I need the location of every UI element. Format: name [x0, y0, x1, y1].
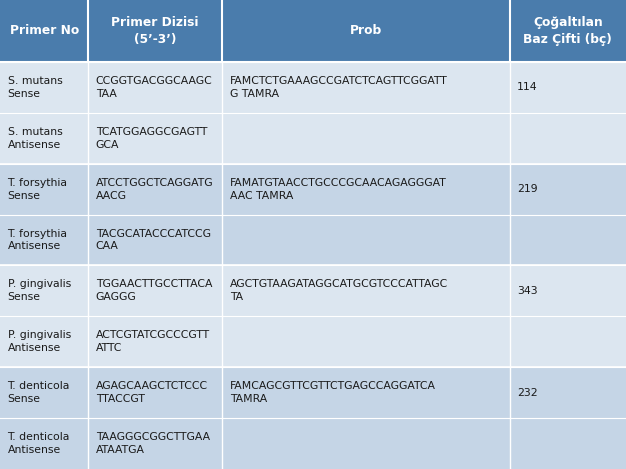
Bar: [0, 164, 88, 215]
Bar: [0, 367, 88, 418]
Text: T. forsythia
Sense: T. forsythia Sense: [8, 178, 68, 201]
Text: Çoğaltılan
Baz Çifti (bç): Çoğaltılan Baz Çifti (bç): [523, 16, 612, 45]
Bar: [0, 317, 626, 367]
Bar: [222, 215, 510, 265]
Bar: [510, 113, 626, 164]
Text: FAMCAGCGTTCGTTCTGAGCCAGGATCA
TAMRA: FAMCAGCGTTCGTTCTGAGCCAGGATCA TAMRA: [230, 381, 436, 404]
Bar: [222, 418, 510, 469]
Bar: [222, 113, 510, 164]
Text: AGCTGTAAGATAGGCATGCGTCCCATTAGC
TA: AGCTGTAAGATAGGCATGCGTCCCATTAGC TA: [230, 280, 448, 303]
Bar: [0, 367, 626, 418]
Text: FAMCTCTGAAAGCCGATCTCAGTTCGGATT
G TAMRA: FAMCTCTGAAAGCCGATCTCAGTTCGGATT G TAMRA: [230, 76, 448, 99]
Text: P. gingivalis
Sense: P. gingivalis Sense: [8, 280, 71, 303]
Bar: [88, 367, 222, 418]
Bar: [88, 0, 222, 62]
Bar: [222, 0, 510, 62]
Bar: [222, 367, 510, 418]
Bar: [510, 317, 626, 367]
Bar: [88, 164, 222, 215]
Bar: [510, 0, 626, 62]
Bar: [0, 62, 88, 113]
Text: Primer Dizisi
(5’-3’): Primer Dizisi (5’-3’): [111, 16, 199, 45]
Bar: [222, 265, 510, 316]
Bar: [0, 265, 626, 316]
Text: TACGCATACCCATCCG
CAA: TACGCATACCCATCCG CAA: [96, 228, 211, 251]
Text: 343: 343: [517, 286, 538, 296]
Bar: [88, 215, 222, 265]
Text: AGAGCAAGCTCTCCC
TTACCGT: AGAGCAAGCTCTCCC TTACCGT: [96, 381, 208, 404]
Bar: [222, 317, 510, 367]
Bar: [0, 164, 626, 215]
Text: P. gingivalis
Antisense: P. gingivalis Antisense: [8, 330, 71, 353]
Bar: [510, 418, 626, 469]
Bar: [0, 215, 88, 265]
Text: 219: 219: [517, 184, 538, 194]
Text: ATCCTGGCTCAGGATG
AACG: ATCCTGGCTCAGGATG AACG: [96, 178, 213, 201]
Text: 232: 232: [517, 388, 538, 398]
Bar: [0, 418, 626, 469]
Bar: [88, 265, 222, 316]
Text: 114: 114: [517, 83, 538, 92]
Bar: [88, 62, 222, 113]
Text: S. mutans
Sense: S. mutans Sense: [8, 76, 62, 99]
Bar: [0, 113, 88, 164]
Bar: [88, 317, 222, 367]
Bar: [510, 367, 626, 418]
Bar: [88, 418, 222, 469]
Bar: [510, 164, 626, 215]
Bar: [88, 113, 222, 164]
Bar: [0, 113, 626, 164]
Text: Prob: Prob: [350, 24, 382, 38]
Bar: [510, 62, 626, 113]
Text: T. denticola
Antisense: T. denticola Antisense: [8, 432, 70, 455]
Text: T. denticola
Sense: T. denticola Sense: [8, 381, 70, 404]
Text: S. mutans
Antisense: S. mutans Antisense: [8, 127, 62, 150]
Text: TAAGGGCGGCTTGAA
ATAATGA: TAAGGGCGGCTTGAA ATAATGA: [96, 432, 210, 455]
Text: TCATGGAGGCGAGTT
GCA: TCATGGAGGCGAGTT GCA: [96, 127, 207, 150]
Bar: [0, 317, 88, 367]
Bar: [0, 215, 626, 265]
Text: CCGGTGACGGCAAGC
TAA: CCGGTGACGGCAAGC TAA: [96, 76, 213, 99]
Text: Primer No: Primer No: [9, 24, 79, 38]
Bar: [510, 265, 626, 316]
Bar: [222, 164, 510, 215]
Bar: [222, 62, 510, 113]
Bar: [0, 62, 626, 113]
Text: ACTCGTATCGCCCGTT
ATTC: ACTCGTATCGCCCGTT ATTC: [96, 330, 210, 353]
Bar: [510, 215, 626, 265]
Text: TGGAACTTGCCTTACA
GAGGG: TGGAACTTGCCTTACA GAGGG: [96, 280, 212, 303]
Text: T. forsythia
Antisense: T. forsythia Antisense: [8, 228, 68, 251]
Bar: [0, 0, 626, 62]
Bar: [0, 265, 88, 316]
Bar: [0, 418, 88, 469]
Text: FAMATGTAACCTGCCCGCAACAGAGGGAT
AAC TAMRA: FAMATGTAACCTGCCCGCAACAGAGGGAT AAC TAMRA: [230, 178, 446, 201]
Bar: [0, 0, 88, 62]
